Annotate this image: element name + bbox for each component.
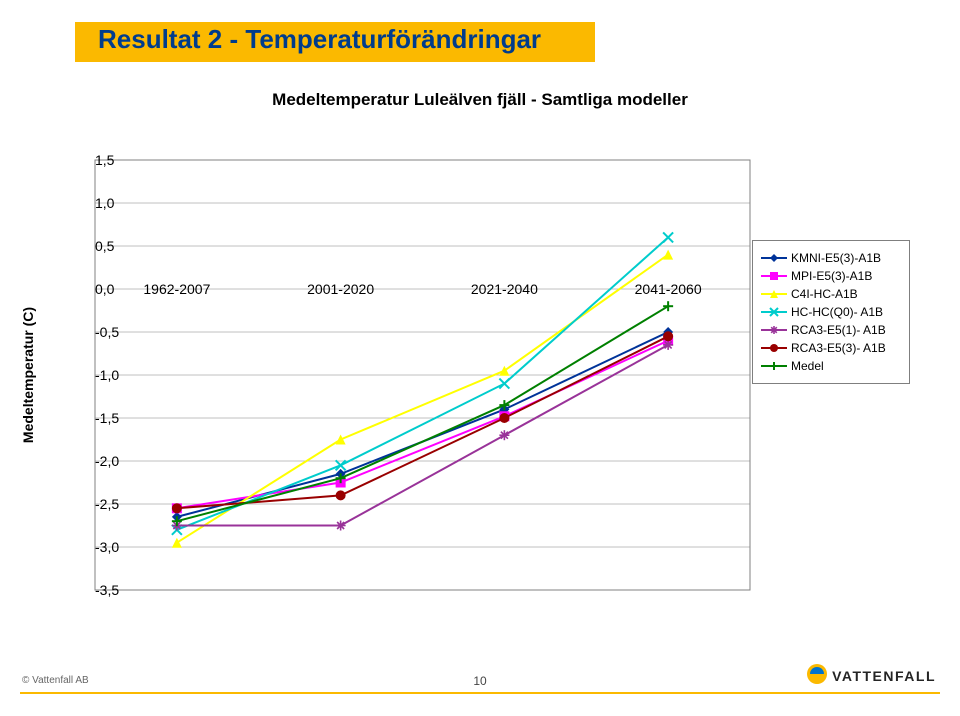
y-tick: 1,0 xyxy=(95,195,101,211)
legend-label: Medel xyxy=(791,359,824,373)
y-tick: -2,0 xyxy=(95,453,101,469)
legend-label: KMNI-E5(3)-A1B xyxy=(791,251,881,265)
legend-swatch-icon xyxy=(761,269,787,283)
legend-swatch-icon xyxy=(761,323,787,337)
y-tick: 0,0 xyxy=(95,281,101,297)
legend-swatch-icon xyxy=(761,359,787,373)
y-tick: 0,5 xyxy=(95,238,101,254)
y-tick: -0,5 xyxy=(95,324,101,340)
y-tick: -3,0 xyxy=(95,539,101,555)
y-tick: -3,5 xyxy=(95,582,101,598)
x-category: 2041-2060 xyxy=(635,281,702,297)
y-tick: -1,5 xyxy=(95,410,101,426)
logo-text: VATTENFALL xyxy=(832,668,936,684)
copyright-text: © Vattenfall AB xyxy=(22,675,89,686)
y-tick: 1,5 xyxy=(95,152,101,168)
x-category: 2001-2020 xyxy=(307,281,374,297)
legend-item: RCA3-E5(3)- A1B xyxy=(761,341,901,355)
legend-swatch-icon xyxy=(761,251,787,265)
legend-label: MPI-E5(3)-A1B xyxy=(791,269,872,283)
legend-item: C4I-HC-A1B xyxy=(761,287,901,301)
y-tick: -1,0 xyxy=(95,367,101,383)
legend-item: MPI-E5(3)-A1B xyxy=(761,269,901,283)
chart-subtitle: Medeltemperatur Luleälven fjäll - Samtli… xyxy=(0,90,960,110)
legend-swatch-icon xyxy=(761,287,787,301)
legend: KMNI-E5(3)-A1B MPI-E5(3)-A1B C4I-HC-A1B HC-… xyxy=(752,240,910,384)
x-category: 2021-2040 xyxy=(471,281,538,297)
legend-label: C4I-HC-A1B xyxy=(791,287,858,301)
legend-item: KMNI-E5(3)-A1B xyxy=(761,251,901,265)
chart-area: Medeltemperatur (C) -3,5-3,0-2,5-2,0-1,5… xyxy=(40,150,920,600)
legend-label: RCA3-E5(3)- A1B xyxy=(791,341,886,355)
y-axis-label: Medeltemperatur (C) xyxy=(20,307,36,443)
page-number: 10 xyxy=(473,674,486,688)
legend-item: RCA3-E5(1)- A1B xyxy=(761,323,901,337)
legend-item: Medel xyxy=(761,359,901,373)
logo-mark-icon xyxy=(806,663,828,688)
legend-swatch-icon xyxy=(761,341,787,355)
footer-rule xyxy=(20,692,940,694)
legend-label: HC-HC(Q0)- A1B xyxy=(791,305,883,319)
vattenfall-logo: VATTENFALL xyxy=(806,663,936,688)
legend-label: RCA3-E5(1)- A1B xyxy=(791,323,886,337)
x-category: 1962-2007 xyxy=(143,281,210,297)
page-title: Resultat 2 - Temperaturförändringar xyxy=(98,24,541,55)
y-tick: -2,5 xyxy=(95,496,101,512)
legend-swatch-icon xyxy=(761,305,787,319)
legend-item: HC-HC(Q0)- A1B xyxy=(761,305,901,319)
